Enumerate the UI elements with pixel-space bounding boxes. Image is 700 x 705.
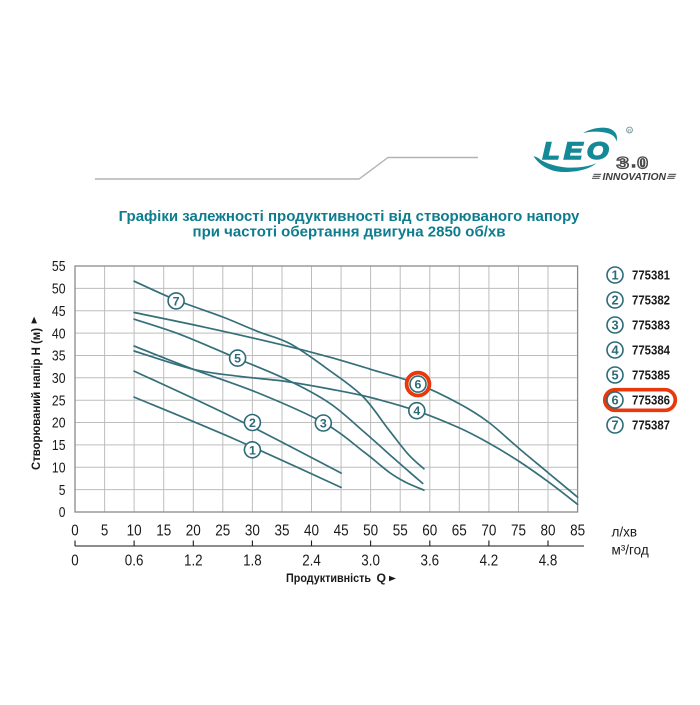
- svg-text:30: 30: [52, 371, 66, 387]
- svg-text:5: 5: [101, 523, 108, 540]
- svg-text:775381: 775381: [632, 267, 670, 282]
- svg-text:Продуктивність: Продуктивність: [286, 571, 371, 585]
- svg-text:45: 45: [52, 304, 66, 320]
- svg-text:2: 2: [611, 293, 618, 308]
- svg-text:м³/год: м³/год: [612, 543, 649, 558]
- svg-text:при частоті обертання двигуна: при частоті обертання двигуна 2850 об/хв: [193, 223, 506, 240]
- svg-text:LEO: LEO: [542, 137, 612, 165]
- svg-text:80: 80: [541, 523, 556, 540]
- svg-text:Графіки залежності продуктивно: Графіки залежності продуктивності від ст…: [119, 208, 580, 225]
- svg-text:3: 3: [617, 153, 630, 172]
- svg-text:20: 20: [52, 416, 66, 432]
- svg-text:0: 0: [59, 505, 66, 521]
- svg-text:7: 7: [173, 294, 180, 308]
- svg-text:40: 40: [52, 326, 66, 342]
- svg-text:1: 1: [611, 268, 618, 283]
- svg-text:85: 85: [570, 523, 585, 540]
- svg-text:1.2: 1.2: [184, 552, 203, 569]
- svg-text:0: 0: [71, 552, 78, 569]
- svg-text:2: 2: [249, 416, 256, 430]
- svg-text:3.0: 3.0: [361, 552, 380, 569]
- svg-text:2.4: 2.4: [302, 552, 321, 569]
- svg-text:70: 70: [481, 523, 496, 540]
- svg-text:4.2: 4.2: [480, 552, 499, 569]
- svg-text:35: 35: [275, 523, 290, 540]
- svg-text:55: 55: [52, 259, 66, 275]
- svg-text:10: 10: [52, 461, 66, 477]
- svg-text:6: 6: [415, 378, 422, 392]
- svg-text:1: 1: [249, 443, 256, 457]
- svg-text:775383: 775383: [632, 317, 670, 332]
- svg-text:55: 55: [393, 523, 408, 540]
- svg-text:775384: 775384: [632, 342, 671, 357]
- svg-text:3: 3: [320, 417, 327, 431]
- svg-text:7: 7: [611, 418, 618, 433]
- svg-text:775382: 775382: [632, 292, 670, 307]
- svg-text:25: 25: [215, 523, 230, 540]
- svg-text:Q: Q: [377, 571, 386, 585]
- svg-text:20: 20: [186, 523, 201, 540]
- svg-text:45: 45: [334, 523, 349, 540]
- svg-text:30: 30: [245, 523, 260, 540]
- svg-text:65: 65: [452, 523, 467, 540]
- svg-text:5: 5: [59, 483, 66, 499]
- svg-text:3.6: 3.6: [421, 552, 440, 569]
- svg-text:0: 0: [71, 523, 78, 540]
- svg-text:3: 3: [611, 318, 618, 333]
- svg-text:Створюваний напір H (м): Створюваний напір H (м): [29, 328, 43, 470]
- svg-text:15: 15: [52, 438, 66, 454]
- svg-text:60: 60: [422, 523, 437, 540]
- svg-text:15: 15: [156, 523, 171, 540]
- svg-text:л/хв: л/хв: [612, 525, 638, 540]
- svg-text:775385: 775385: [632, 367, 670, 382]
- svg-text:50: 50: [52, 282, 66, 298]
- svg-text:4: 4: [413, 404, 420, 418]
- svg-text:0: 0: [637, 153, 648, 172]
- svg-text:35: 35: [52, 349, 66, 365]
- svg-text:1.8: 1.8: [243, 552, 262, 569]
- svg-text:25: 25: [52, 393, 66, 409]
- svg-text:50: 50: [363, 523, 378, 540]
- svg-text:5: 5: [611, 368, 618, 383]
- svg-text:6: 6: [611, 393, 618, 408]
- svg-text:4.8: 4.8: [539, 552, 558, 569]
- svg-text:10: 10: [127, 523, 142, 540]
- svg-text:R: R: [628, 128, 632, 133]
- svg-text:40: 40: [304, 523, 319, 540]
- svg-text:4: 4: [611, 343, 619, 358]
- svg-text:5: 5: [234, 352, 241, 366]
- svg-text:75: 75: [511, 523, 526, 540]
- svg-text:0.6: 0.6: [125, 552, 144, 569]
- svg-text:775387: 775387: [632, 417, 670, 432]
- svg-text:INNOVATION: INNOVATION: [603, 172, 667, 183]
- svg-text:775386: 775386: [632, 392, 670, 407]
